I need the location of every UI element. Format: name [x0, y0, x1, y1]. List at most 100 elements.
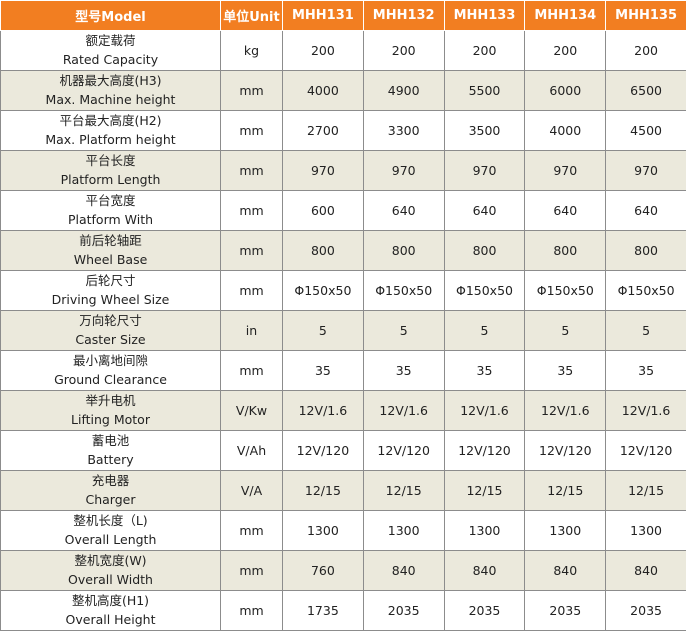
table-row: 万向轮尺寸 Caster Size in 5 5 5 5 5	[0, 310, 686, 351]
spec-name-cell: 最小离地间隙 Ground Clearance	[0, 350, 221, 391]
unit-cell: mm	[220, 190, 283, 231]
unit-cell: mm	[220, 350, 283, 391]
spec-name-cell: 整机高度(H1) Overall Height	[0, 590, 221, 631]
unit-cell: mm	[220, 110, 283, 151]
spec-name-en: Overall Width	[68, 571, 153, 587]
value-cell: 4900	[362, 70, 445, 111]
spec-name-cell: 平台最大高度(H2) Max. Platform height	[0, 110, 221, 151]
table-row: 整机长度（L) Overall Length mm 1300 1300 1300 1300 1…	[0, 510, 686, 551]
table-row: 平台最大高度(H2) Max. Platform height mm 2700 3300…	[0, 110, 686, 151]
value-cell: 5500	[443, 70, 526, 111]
value-cell: 2035	[443, 590, 526, 631]
value-cell: 12/15	[282, 470, 364, 511]
spec-name-zh: 整机长度（L)	[73, 512, 148, 528]
spec-name-cell: 举升电机 Lifting Motor	[0, 390, 221, 431]
model-header: 型号Model	[0, 0, 221, 31]
value-cell: 12/15	[443, 470, 526, 511]
value-cell: 12/15	[524, 470, 607, 511]
unit-cell: V/Ah	[220, 430, 283, 471]
unit-cell: mm	[220, 590, 283, 631]
spec-name-cell: 平台宽度 Platform With	[0, 190, 221, 231]
table-row: 举升电机 Lifting Motor V/Kw 12V/1.6 12V/1.6 12V/1…	[0, 390, 686, 431]
value-cell: 12V/1.6	[524, 390, 607, 431]
spec-name-en: Ground Clearance	[54, 371, 167, 387]
unit-header: 单位Unit	[220, 0, 283, 31]
spec-name-en: Wheel Base	[73, 251, 148, 267]
value-cell: 1300	[443, 510, 526, 551]
value-cell: 2035	[524, 590, 607, 631]
value-cell: 12/15	[605, 470, 686, 511]
spec-name-cell: 蓄电池 Battery	[0, 430, 221, 471]
value-cell: 970	[282, 150, 364, 191]
value-cell: 12V/1.6	[282, 390, 364, 431]
value-cell: 12V/1.6	[605, 390, 686, 431]
spec-name-cell: 机器最大高度(H3) Max. Machine height	[0, 70, 221, 111]
value-cell: 5	[524, 310, 607, 351]
spec-name-zh: 蓄电池	[91, 432, 130, 448]
unit-cell: in	[220, 310, 283, 351]
spec-name-zh: 整机宽度(W)	[74, 552, 147, 568]
spec-name-cell: 平台长度 Platform Length	[0, 150, 221, 191]
table-row: 前后轮轴距 Wheel Base mm 800 800 800 800 800	[0, 230, 686, 271]
value-cell: 2035	[362, 590, 445, 631]
value-cell: 840	[605, 550, 686, 591]
value-cell: 1300	[362, 510, 445, 551]
table-row: 后轮尺寸 Driving Wheel Size mm Φ150x50 Φ150x50 Φ1…	[0, 270, 686, 311]
header-row: 型号Model 单位Unit MHH131 MHH132 MHH133 MHH1…	[0, 0, 686, 31]
value-cell: 200	[605, 30, 686, 71]
value-cell: Φ150x50	[362, 270, 445, 311]
unit-cell: mm	[220, 550, 283, 591]
value-cell: 800	[524, 230, 607, 271]
spec-name-cell: 整机宽度(W) Overall Width	[0, 550, 221, 591]
value-cell: 5	[282, 310, 364, 351]
value-cell: 12V/120	[443, 430, 526, 471]
value-cell: Φ150x50	[605, 270, 686, 311]
value-cell: Φ150x50	[282, 270, 364, 311]
model-column-header: MHH131	[282, 0, 364, 31]
spec-name-zh: 后轮尺寸	[85, 272, 136, 288]
spec-name-zh: 举升电机	[85, 392, 136, 408]
value-cell: 800	[443, 230, 526, 271]
value-cell: 1300	[524, 510, 607, 551]
value-cell: 12/15	[362, 470, 445, 511]
value-cell: 200	[362, 30, 445, 71]
spec-name-en: Rated Capacity	[62, 51, 159, 67]
spec-name-cell: 前后轮轴距 Wheel Base	[0, 230, 221, 271]
value-cell: 6000	[524, 70, 607, 111]
value-cell: 12V/1.6	[443, 390, 526, 431]
spec-name-zh: 额定载荷	[85, 32, 136, 48]
spec-name-zh: 整机高度(H1)	[71, 592, 150, 608]
value-cell: 840	[443, 550, 526, 591]
spec-name-en: Platform With	[67, 211, 154, 227]
unit-cell: V/A	[220, 470, 283, 511]
value-cell: 3500	[443, 110, 526, 151]
value-cell: 4000	[282, 70, 364, 111]
value-cell: 2035	[605, 590, 686, 631]
value-cell: 5	[362, 310, 445, 351]
spec-name-cell: 充电器 Charger	[0, 470, 221, 511]
value-cell: 1300	[282, 510, 364, 551]
value-cell: 840	[362, 550, 445, 591]
value-cell: 35	[524, 350, 607, 391]
value-cell: 35	[362, 350, 445, 391]
value-cell: 800	[605, 230, 686, 271]
value-cell: 800	[282, 230, 364, 271]
table-row: 蓄电池 Battery V/Ah 12V/120 12V/120 12V/120 12V/1…	[0, 430, 686, 471]
spec-name-en: Charger	[85, 491, 136, 507]
table-row: 整机高度(H1) Overall Height mm 1735 2035 2035 2035…	[0, 590, 686, 631]
value-cell: 2700	[282, 110, 364, 151]
spec-name-en: Caster Size	[75, 331, 146, 347]
table-row: 机器最大高度(H3) Max. Machine height mm 4000 4900 5…	[0, 70, 686, 111]
spec-name-zh: 最小离地间隙	[72, 352, 148, 368]
table-row: 额定载荷 Rated Capacity kg 200 200 200 200 200	[0, 30, 686, 71]
unit-cell: mm	[220, 510, 283, 551]
table-row: 充电器 Charger V/A 12/15 12/15 12/15 12/15 12/15	[0, 470, 686, 511]
value-cell: 4000	[524, 110, 607, 151]
spec-name-en: Driving Wheel Size	[51, 291, 170, 307]
value-cell: 200	[443, 30, 526, 71]
value-cell: Φ150x50	[443, 270, 526, 311]
value-cell: 760	[282, 550, 364, 591]
spec-name-zh: 充电器	[91, 472, 130, 488]
model-column-header: MHH134	[524, 0, 607, 31]
value-cell: 12V/120	[605, 430, 686, 471]
